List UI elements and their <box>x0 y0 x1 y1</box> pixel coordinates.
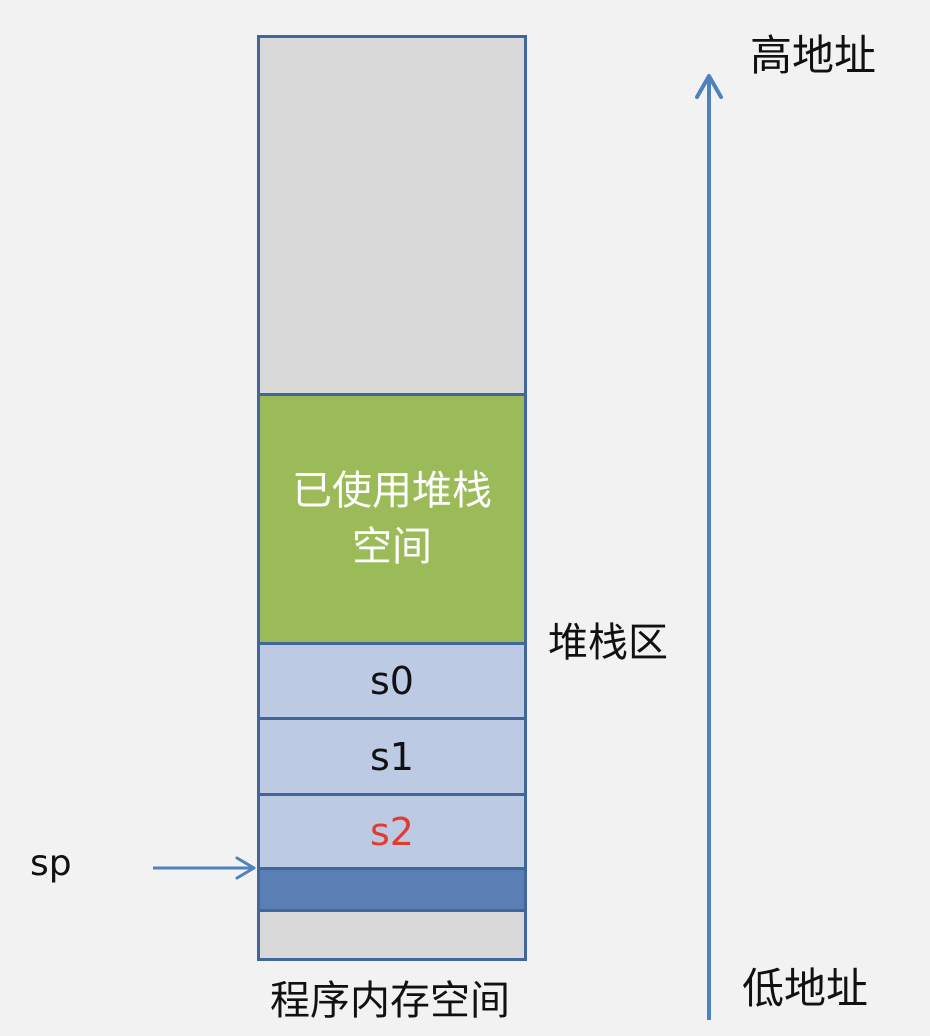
stack-slot-s2-label: s2 <box>370 809 414 854</box>
stack-pointer-slot <box>257 867 527 912</box>
stack-pointer-arrow <box>153 856 256 880</box>
stack-pointer-label: sp <box>30 843 72 884</box>
stack-slot-s0: s0 <box>257 642 527 720</box>
address-direction-arrow <box>695 74 723 1020</box>
used-stack-label: 已使用堆栈空间 <box>292 468 492 570</box>
memory-space-caption: 程序内存空间 <box>270 978 510 1024</box>
right-arrow-icon <box>235 856 256 880</box>
high-address-label: 高地址 <box>750 31 877 80</box>
up-arrow-icon <box>695 74 723 99</box>
free-memory-bottom <box>257 909 527 961</box>
stack-region-label: 堆栈区 <box>548 620 668 666</box>
stack-slot-s2: s2 <box>257 793 527 870</box>
stack-slot-s1-label: s1 <box>370 734 414 779</box>
used-stack-space: 已使用堆栈空间 <box>257 393 527 645</box>
stack-slot-s1: s1 <box>257 717 527 796</box>
low-address-label: 低地址 <box>742 964 869 1013</box>
free-memory-top <box>257 35 527 396</box>
stack-slot-s0-label: s0 <box>370 659 414 703</box>
